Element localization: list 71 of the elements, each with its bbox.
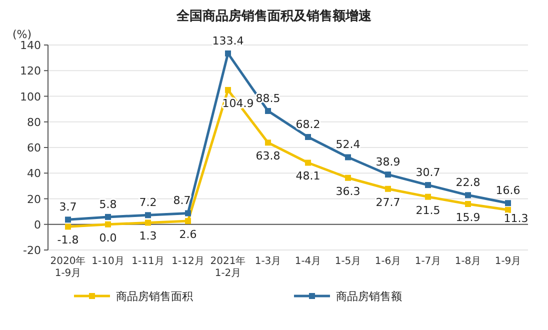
x-tick-label: 1-3月 — [254, 256, 282, 267]
point — [145, 220, 151, 226]
point — [225, 86, 231, 93]
x-tick-label: 1-6月 — [374, 256, 402, 267]
data-label: 16.6 — [496, 184, 520, 198]
point — [265, 108, 271, 114]
legend-label: 商品房销售额 — [336, 290, 402, 303]
point — [185, 218, 191, 224]
x-tick-label: 2020年 1-9月 — [50, 255, 86, 279]
data-label: 3.7 — [59, 200, 77, 214]
data-label: 38.9 — [376, 156, 400, 169]
y-tick-label: 120 — [20, 64, 41, 78]
data-label: 0.0 — [99, 231, 117, 244]
point — [145, 212, 151, 218]
legend-label: 商品房销售面积 — [116, 290, 193, 303]
data-label: 7.2 — [139, 196, 157, 210]
data-label: 11.3 — [504, 212, 528, 225]
point — [385, 186, 391, 192]
data-label: 30.7 — [416, 166, 440, 180]
data-label: 2.6 — [179, 228, 197, 242]
data-label: 22.8 — [456, 176, 480, 190]
data-label: 68.2 — [296, 118, 320, 131]
data-label: 15.9 — [456, 211, 480, 224]
point — [425, 194, 431, 200]
point — [265, 140, 271, 146]
data-label: 48.1 — [296, 170, 320, 183]
point — [305, 160, 311, 166]
y-tick-label: 40 — [27, 167, 41, 180]
point — [505, 200, 511, 206]
point — [345, 154, 351, 160]
y-tick-label: 20 — [27, 192, 41, 206]
x-tick-label: 1-12月 — [172, 256, 204, 267]
point — [345, 174, 351, 181]
point — [105, 221, 111, 228]
point — [505, 206, 511, 213]
y-tick-label: -20 — [23, 244, 41, 257]
x-tick-label: 1-4月 — [294, 256, 322, 267]
x-tick-label: 1-9月 — [494, 256, 522, 267]
x-tick-label: 1-8月 — [454, 256, 482, 267]
data-label: 52.4 — [336, 138, 360, 152]
point — [465, 201, 471, 208]
x-tick-label: 1-5月 — [334, 256, 362, 267]
x-tick-label: 2021年 1-2月 — [210, 255, 246, 279]
data-label: 5.8 — [99, 198, 117, 211]
y-tick-label: 100 — [20, 90, 41, 104]
data-label: -1.8 — [57, 234, 79, 247]
x-tick-label: 1-11月 — [132, 256, 164, 267]
data-label: 8.7 — [173, 194, 191, 208]
y-tick-label: 80 — [27, 116, 41, 129]
data-label: 1.3 — [139, 230, 157, 243]
x-tick-label: 1-7月 — [414, 256, 442, 267]
x-tick-label: 1-10月 — [92, 256, 124, 267]
data-label: 63.8 — [256, 150, 280, 163]
point — [385, 172, 391, 178]
point — [305, 134, 311, 140]
point — [465, 192, 471, 198]
data-label: 133.4 — [212, 34, 244, 48]
point — [425, 182, 431, 188]
point — [185, 210, 191, 216]
y-tick-label: 60 — [27, 142, 41, 154]
point — [225, 50, 231, 56]
point — [65, 216, 71, 223]
y-tick-label: 0 — [34, 218, 41, 232]
data-label: 27.7 — [376, 196, 400, 209]
data-label: 21.5 — [416, 204, 440, 217]
y-axis-title: (%) — [12, 28, 32, 41]
point — [105, 214, 111, 220]
chart-title: 全国商品房销售面积及销售额增速 — [176, 8, 372, 24]
y-tick-label: 140 — [20, 39, 41, 52]
point — [65, 224, 71, 230]
data-label: 36.3 — [336, 184, 360, 198]
